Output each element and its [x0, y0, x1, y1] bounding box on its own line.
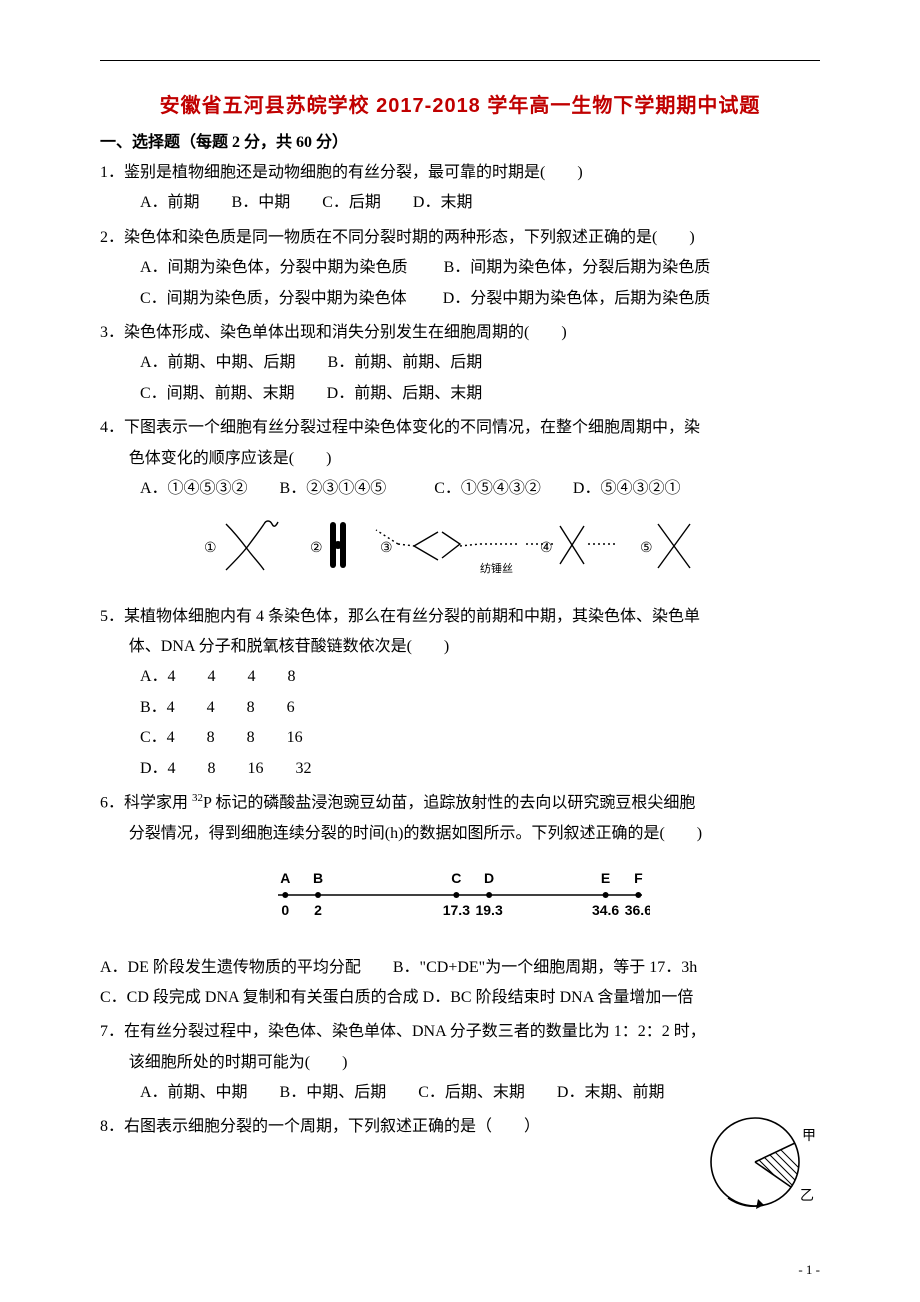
q6-stem-1: 6．科学家用 32P 标记的磷酸盐浸泡豌豆幼苗，追踪放射性的去向以研究豌豆根尖细…: [100, 788, 820, 819]
q6-opts-row2: C．CD 段完成 DNA 复制和有关蛋白质的合成 D．BC 阶段结束时 DNA …: [100, 983, 820, 1013]
q6-stem-2: 分裂情况，得到细胞连续分裂的时间(h)的数据如图所示。下列叙述正确的是( ): [100, 819, 820, 849]
q8-figure: 甲 乙: [700, 1112, 820, 1233]
q5-stem-2: 体、DNA 分子和脱氧核苷酸链数依次是( ): [100, 632, 820, 662]
page-number: - 1 -: [798, 1262, 820, 1278]
question-1: 1．鉴别是植物细胞还是动物细胞的有丝分裂，最可靠的时期是( ) A．前期 B．中…: [100, 158, 820, 219]
q4-label-5: ⑤: [640, 541, 653, 556]
q8-label-yi: 乙: [800, 1188, 814, 1204]
q2-opt-d: D．分裂中期为染色体，后期为染色质: [443, 290, 711, 307]
cell-cycle-pie: 甲 乙: [700, 1112, 820, 1222]
page-title: 安徽省五河县苏皖学校 2017-2018 学年高一生物下学期期中试题: [100, 89, 820, 118]
question-8: 甲 乙 8．右图表示细胞分裂的一个周期，下列叙述正确的是（ ）: [100, 1112, 820, 1233]
question-5: 5．某植物体细胞内有 4 条染色体，那么在有丝分裂的前期和中期，其染色体、染色单…: [100, 602, 820, 784]
chromosome-stages-diagram: ① ② ③ 纺锤丝: [180, 512, 740, 576]
q2-opt-a: A．间期为染色体，分裂中期为染色质: [140, 259, 408, 276]
timeline-top-label: C: [451, 870, 461, 886]
q6-sup: 32: [192, 792, 203, 804]
q5-opt-b: B．4 4 8 6: [100, 693, 820, 723]
timeline-top-label: A: [280, 870, 290, 886]
q5-opt-c: C．4 8 8 16: [100, 723, 820, 753]
q7-options: A．前期、中期 B．中期、后期 C．后期、末期 D．末期、前期: [100, 1078, 820, 1108]
q2-opts-row2: C．间期为染色质，分裂中期为染色体 D．分裂中期为染色体，后期为染色质: [100, 284, 820, 314]
q4-label-1: ①: [204, 541, 217, 556]
q6-opts-row1: A．DE 阶段发生遗传物质的平均分配 B．"CD+DE"为一个细胞周期，等于 1…: [100, 953, 820, 983]
timeline-diagram: A 0 B 2 C 17.3 D 19.3 E 34.6 F 36.6: [270, 857, 650, 927]
q5-opt-d: D．4 8 16 32: [100, 754, 820, 784]
q3-opts-row1: A．前期、中期、后期 B．前期、前期、后期: [100, 348, 820, 378]
top-rule: [100, 60, 820, 61]
q2-stem: 2．染色体和染色质是同一物质在不同分裂时期的两种形态，下列叙述正确的是( ): [100, 223, 820, 253]
question-2: 2．染色体和染色质是同一物质在不同分裂时期的两种形态，下列叙述正确的是( ) A…: [100, 223, 820, 314]
q5-stem-1: 5．某植物体细胞内有 4 条染色体，那么在有丝分裂的前期和中期，其染色体、染色单: [100, 602, 820, 632]
q4-label-4: ④: [540, 541, 553, 556]
q4-label-2: ②: [310, 541, 323, 556]
timeline-bottom-label: 0: [281, 902, 289, 918]
q6-figure: A 0 B 2 C 17.3 D 19.3 E 34.6 F 36.6: [100, 857, 820, 938]
question-6: 6．科学家用 32P 标记的磷酸盐浸泡豌豆幼苗，追踪放射性的去向以研究豌豆根尖细…: [100, 788, 820, 1013]
question-7: 7．在有丝分裂过程中，染色体、染色单体、DNA 分子数三者的数量比为 1：2：2…: [100, 1017, 820, 1108]
question-4: 4．下图表示一个细胞有丝分裂过程中染色体变化的不同情况，在整个细胞周期中，染 色…: [100, 413, 820, 588]
timeline-bottom-label: 2: [314, 902, 322, 918]
q2-opt-b: B．间期为染色体，分裂后期为染色质: [444, 259, 711, 276]
q2-opts-row1: A．间期为染色体，分裂中期为染色质 B．间期为染色体，分裂后期为染色质: [100, 253, 820, 283]
q7-stem-2: 该细胞所处的时期可能为( ): [100, 1048, 820, 1078]
timeline-bottom-label: 34.6: [592, 902, 619, 918]
q4-spindle-label: 纺锤丝: [480, 561, 513, 575]
q1-stem: 1．鉴别是植物细胞还是动物细胞的有丝分裂，最可靠的时期是( ): [100, 158, 820, 188]
q4-options: A．①④⑤③② B．②③①④⑤ C．①⑤④③② D．⑤④③②①: [100, 474, 820, 504]
q7-stem-1: 7．在有丝分裂过程中，染色体、染色单体、DNA 分子数三者的数量比为 1：2：2…: [100, 1017, 820, 1047]
q1-options: A．前期 B．中期 C．后期 D．末期: [100, 188, 820, 218]
section-heading: 一、选择题（每题 2 分，共 60 分）: [100, 128, 820, 152]
timeline-top-label: F: [634, 870, 643, 886]
q4-stem-1: 4．下图表示一个细胞有丝分裂过程中染色体变化的不同情况，在整个细胞周期中，染: [100, 413, 820, 443]
q4-figure: ① ② ③ 纺锤丝: [100, 512, 820, 587]
timeline-bottom-label: 19.3: [475, 902, 502, 918]
timeline-bottom-label: 36.6: [625, 902, 650, 918]
q2-opt-c: C．间期为染色质，分裂中期为染色体: [140, 290, 407, 307]
q4-label-3: ③: [380, 541, 393, 556]
q3-opts-row2: C．间期、前期、末期 D．前期、后期、末期: [100, 379, 820, 409]
q6-stem-1a: 6．科学家用: [100, 794, 192, 811]
timeline-top-label: B: [313, 870, 323, 886]
timeline-top-label: E: [601, 870, 610, 886]
question-3: 3．染色体形成、染色单体出现和消失分别发生在细胞周期的( ) A．前期、中期、后…: [100, 318, 820, 409]
q4-stem-2: 色体变化的顺序应该是( ): [100, 444, 820, 474]
timeline-bottom-label: 17.3: [443, 902, 470, 918]
q8-label-jia: 甲: [802, 1129, 816, 1144]
q3-stem: 3．染色体形成、染色单体出现和消失分别发生在细胞周期的( ): [100, 318, 820, 348]
timeline-top-label: D: [484, 870, 494, 886]
q5-opt-a: A．4 4 4 8: [100, 662, 820, 692]
q6-stem-1b: P 标记的磷酸盐浸泡豌豆幼苗，追踪放射性的去向以研究豌豆根尖细胞: [203, 794, 695, 811]
